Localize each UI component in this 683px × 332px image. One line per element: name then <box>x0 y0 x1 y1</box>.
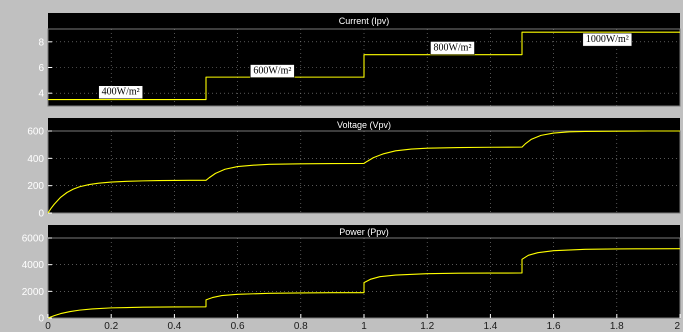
irradiance-label: 800W/m² <box>430 41 475 55</box>
irradiance-label-box <box>98 85 143 99</box>
x-tick-label: 1 <box>361 321 367 332</box>
time-x-ticks: 0 0.2 0.4 0.6 0.8 1 1.2 1.4 1.6 1.8 2 <box>45 314 681 332</box>
y-tick-label: 200 <box>27 181 44 192</box>
irradiance-label-box <box>582 32 633 47</box>
x-tick-label: 1.4 <box>483 321 497 332</box>
irradiance-label: 1000W/m² <box>582 32 633 47</box>
x-tick-label: 1.8 <box>610 321 624 332</box>
voltage-grid <box>48 131 680 213</box>
irradiance-label-text: 400W/m² <box>102 87 140 98</box>
y-tick-label: 6000 <box>22 234 45 245</box>
irradiance-label-box <box>250 64 295 78</box>
y-tick-label: 400 <box>27 154 44 165</box>
irradiance-annotations: 400W/m² 600W/m² 800W/m² 1000W/m² <box>98 32 633 99</box>
voltage-plot: Voltage (Vpv) 0 200 400 600 <box>27 118 681 220</box>
current-plot-title: Current (Ipv) <box>339 16 390 26</box>
x-tick-label: 0 <box>45 321 51 332</box>
x-tick-label: 0.4 <box>167 321 181 332</box>
series-line <box>47 248 681 319</box>
y-tick-label: 8 <box>38 37 44 48</box>
power-series <box>47 248 681 319</box>
x-tick-label: 0.8 <box>294 321 308 332</box>
y-tick-label: 2000 <box>22 287 45 298</box>
y-tick-label: 6 <box>38 63 44 74</box>
current-series <box>48 31 680 101</box>
irradiance-label-text: 600W/m² <box>253 66 291 77</box>
power-plot: Power (Ppv) 0 2000 4000 6000 0 0.2 0.4 0.6 0.8 1… <box>22 225 681 332</box>
x-tick-label: 0.2 <box>104 321 118 332</box>
irradiance-label: 400W/m² <box>98 85 143 99</box>
y-tick-label: 4 <box>38 89 44 100</box>
series-line <box>48 31 680 101</box>
current-plot: Current (Ipv) 4 6 8 400W/m² 600W/m² 800W/m² 1… <box>38 13 681 107</box>
irradiance-label-text: 1000W/m² <box>586 34 629 45</box>
irradiance-label-box <box>430 41 475 55</box>
current-y-ticks: 4 6 8 <box>38 37 52 100</box>
y-tick-label: 0 <box>38 209 44 220</box>
voltage-plot-title: Voltage (Vpv) <box>337 120 391 130</box>
x-tick-label: 1.2 <box>420 321 434 332</box>
y-tick-label: 600 <box>27 127 44 138</box>
y-tick-label: 0 <box>38 314 44 325</box>
power-y-ticks: 0 2000 4000 6000 <box>22 234 52 325</box>
irradiance-label: 600W/m² <box>250 64 295 78</box>
x-tick-label: 1.6 <box>547 321 561 332</box>
power-plot-title: Power (Ppv) <box>339 227 389 237</box>
x-tick-label: 2 <box>674 321 680 332</box>
series-line <box>47 130 680 214</box>
voltage-series <box>47 130 680 214</box>
irradiance-label-text: 800W/m² <box>433 42 471 53</box>
voltage-y-ticks: 0 200 400 600 <box>27 127 52 220</box>
y-tick-label: 4000 <box>22 260 45 271</box>
x-tick-label: 0.6 <box>231 321 245 332</box>
